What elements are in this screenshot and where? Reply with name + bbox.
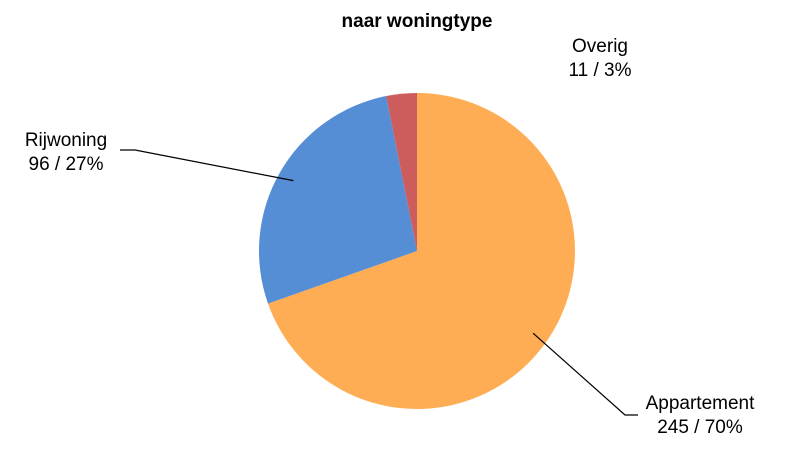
slice-label: Appartement — [646, 393, 756, 414]
slice-value-label: 96 / 27% — [29, 154, 104, 175]
chart-title: naar woningtype — [342, 11, 493, 32]
pie-slice — [259, 96, 417, 304]
slice-value-label: 245 / 70% — [657, 417, 743, 438]
pie-slice — [268, 93, 575, 409]
pie-slice — [386, 93, 417, 251]
leader-line — [532, 332, 638, 416]
slice-value-label: 11 / 3% — [568, 60, 631, 81]
slice-label: Rijwoning — [25, 130, 107, 151]
leader-line — [120, 149, 294, 182]
slice-label: Overig — [572, 36, 628, 57]
